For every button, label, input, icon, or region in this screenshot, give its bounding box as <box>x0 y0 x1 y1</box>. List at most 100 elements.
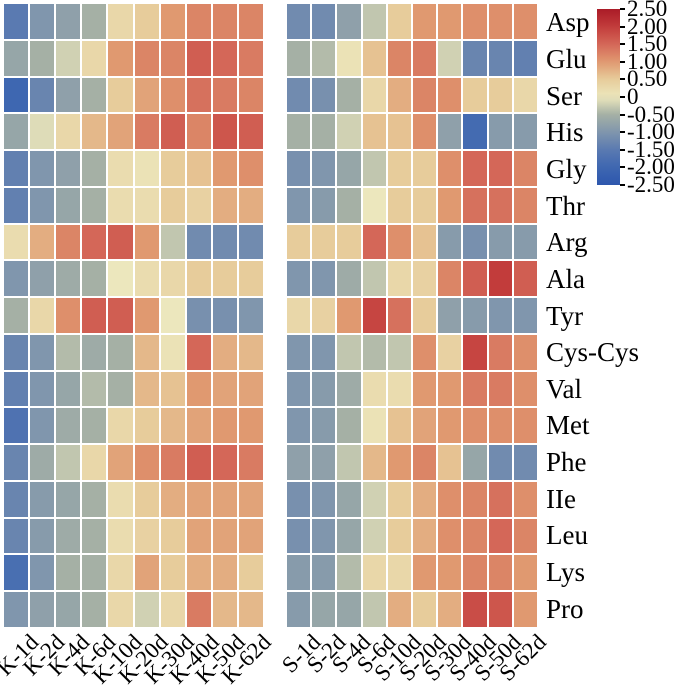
heatmap-cell-S-40d-Tyr <box>463 298 487 333</box>
heatmap-cell-S-6d-His <box>362 114 386 150</box>
heatmap-cell-S-30d-IIe <box>438 481 462 517</box>
heatmap-cell-K-4d-Cys-Cys <box>56 334 81 370</box>
heatmap-cell-S-2d-Arg <box>312 224 336 260</box>
heatmap-cell-K-62d-Val <box>238 371 263 407</box>
heatmap-cell-S-62d-Arg <box>513 224 537 260</box>
heatmap-cell-S-30d-Leu <box>438 518 462 554</box>
heatmap-cell-K-40d-Met <box>186 408 211 444</box>
heatmap-cell-K-50d-IIe <box>212 481 237 517</box>
heatmap-cell-S-6d-Cys-Cys <box>362 334 386 370</box>
heatmap-cell-S-30d-Pro <box>438 592 462 627</box>
row-label-leu: Leu <box>546 520 588 551</box>
heatmap-cell-S-50d-Met <box>488 408 512 444</box>
heatmap-cell-K-2d-His <box>30 114 55 150</box>
heatmap-cell-K-30d-Ser <box>160 77 185 113</box>
heatmap-cell-S-4d-Arg <box>337 224 361 260</box>
heatmap-cell-S-1d-Asp <box>287 4 311 39</box>
heatmap-cell-S-50d-Val <box>488 371 512 407</box>
heatmap-cell-K-62d-Thr <box>238 187 263 223</box>
heatmap-cell-S-4d-Ser <box>337 77 361 113</box>
heatmap-cell-K-62d-Met <box>238 408 263 444</box>
heatmap-cell-S-50d-Phe <box>488 445 512 480</box>
heatmap-cell-S-40d-Met <box>463 408 487 444</box>
heatmap-cell-S-2d-Leu <box>312 518 336 554</box>
heatmap-cell-K-10d-Val <box>108 371 133 407</box>
heatmap-cell-S-4d-Met <box>337 408 361 444</box>
heatmap-cell-K-20d-Cys-Cys <box>134 334 159 370</box>
heatmap-panel-k <box>4 4 263 627</box>
heatmap-cell-S-30d-Arg <box>438 224 462 260</box>
heatmap-cell-S-6d-Phe <box>362 445 386 480</box>
heatmap-cell-K-2d-Cys-Cys <box>30 334 55 370</box>
heatmap-cell-K-6d-Cys-Cys <box>82 334 107 370</box>
colorbar-tick--1.50 <box>620 148 625 151</box>
heatmap-cell-K-10d-Phe <box>108 445 133 480</box>
heatmap-cell-K-4d-Glu <box>56 40 81 76</box>
heatmap-cell-S-1d-Ser <box>287 77 311 113</box>
heatmap-cell-K-30d-Lys <box>160 555 185 591</box>
heatmap-cell-K-50d-Tyr <box>212 298 237 333</box>
heatmap-cell-K-50d-Leu <box>212 518 237 554</box>
heatmap-cell-K-1d-Arg <box>4 224 29 260</box>
heatmap-cell-K-30d-Val <box>160 371 185 407</box>
heatmap-cell-K-62d-Lys <box>238 555 263 591</box>
heatmap-cell-K-30d-Met <box>160 408 185 444</box>
colorbar-label--2.50: -2.50 <box>627 172 675 197</box>
heatmap-cell-K-62d-Ala <box>238 261 263 297</box>
heatmap-cell-S-6d-Arg <box>362 224 386 260</box>
heatmap-cell-S-10d-Ser <box>387 77 411 113</box>
heatmap-cell-S-20d-Cys-Cys <box>413 334 437 370</box>
heatmap-cell-K-40d-IIe <box>186 481 211 517</box>
heatmap-cell-S-30d-Ala <box>438 261 462 297</box>
heatmap-cell-K-6d-Ala <box>82 261 107 297</box>
heatmap-cell-S-4d-Thr <box>337 187 361 223</box>
heatmap-cell-S-2d-Pro <box>312 592 336 627</box>
row-label-val: Val <box>546 373 582 404</box>
heatmap-cell-K-1d-Pro <box>4 592 29 627</box>
heatmap-cell-S-30d-Ser <box>438 77 462 113</box>
heatmap-cell-K-30d-Pro <box>160 592 185 627</box>
heatmap-cell-S-10d-Tyr <box>387 298 411 333</box>
heatmap-cell-K-1d-Glu <box>4 40 29 76</box>
heatmap-cell-K-2d-Gly <box>30 151 55 186</box>
heatmap-cell-S-1d-Ala <box>287 261 311 297</box>
heatmap-cell-K-2d-Phe <box>30 445 55 480</box>
heatmap-cell-K-6d-His <box>82 114 107 150</box>
colorbar-gradient <box>597 9 620 185</box>
heatmap-cell-S-20d-Thr <box>413 187 437 223</box>
heatmap-cell-K-4d-Pro <box>56 592 81 627</box>
heatmap-cell-S-20d-Glu <box>413 40 437 76</box>
heatmap-cell-K-6d-Leu <box>82 518 107 554</box>
heatmap-cell-S-50d-Pro <box>488 592 512 627</box>
heatmap-cell-S-40d-Asp <box>463 4 487 39</box>
heatmap-cell-K-30d-Phe <box>160 445 185 480</box>
heatmap-cell-S-2d-Thr <box>312 187 336 223</box>
heatmap-cell-K-10d-Leu <box>108 518 133 554</box>
heatmap-cell-S-50d-Arg <box>488 224 512 260</box>
heatmap-cell-S-50d-Cys-Cys <box>488 334 512 370</box>
heatmap-cell-S-20d-Tyr <box>413 298 437 333</box>
heatmap-cell-K-1d-IIe <box>4 481 29 517</box>
heatmap-cell-S-50d-Glu <box>488 40 512 76</box>
colorbar-tick-2.00 <box>620 25 625 28</box>
heatmap-cell-S-2d-Val <box>312 371 336 407</box>
colorbar-label-1.50: 1.50 <box>627 31 668 57</box>
heatmap-cell-K-40d-Arg <box>186 224 211 260</box>
heatmap-cell-S-2d-IIe <box>312 481 336 517</box>
heatmap-cell-K-62d-IIe <box>238 481 263 517</box>
row-label-ser: Ser <box>546 80 582 111</box>
heatmap-cell-K-62d-Leu <box>238 518 263 554</box>
heatmap-cell-K-1d-Leu <box>4 518 29 554</box>
heatmap-cell-S-50d-His <box>488 114 512 150</box>
heatmap-cell-K-20d-Arg <box>134 224 159 260</box>
heatmap-cell-K-30d-IIe <box>160 481 185 517</box>
heatmap-cell-S-4d-IIe <box>337 481 361 517</box>
heatmap-cell-K-2d-Thr <box>30 187 55 223</box>
heatmap-cell-K-30d-Asp <box>160 4 185 39</box>
row-label-ala: Ala <box>546 263 585 294</box>
heatmap-cell-K-4d-His <box>56 114 81 150</box>
heatmap-cell-S-40d-IIe <box>463 481 487 517</box>
heatmap-cell-S-2d-His <box>312 114 336 150</box>
heatmap-cell-S-1d-Arg <box>287 224 311 260</box>
row-label-met: Met <box>546 410 590 441</box>
